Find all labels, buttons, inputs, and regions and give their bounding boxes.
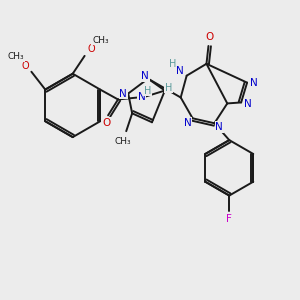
Text: CH₃: CH₃ <box>7 52 24 62</box>
Text: O: O <box>22 61 29 71</box>
Text: H: H <box>165 82 172 93</box>
Text: CH₃: CH₃ <box>92 35 109 44</box>
Text: N: N <box>215 122 223 132</box>
Text: CH₃: CH₃ <box>115 136 132 146</box>
Text: O: O <box>88 44 95 54</box>
Text: F: F <box>226 214 232 224</box>
Text: N: N <box>244 99 252 110</box>
Text: N: N <box>184 118 191 128</box>
Text: O: O <box>205 32 214 42</box>
Text: O: O <box>102 118 110 128</box>
Text: H: H <box>144 85 152 96</box>
Text: N: N <box>250 78 258 88</box>
Text: N: N <box>141 71 149 81</box>
Text: H: H <box>169 59 176 69</box>
Text: N: N <box>176 66 184 76</box>
Text: N: N <box>119 88 127 98</box>
Text: N: N <box>138 92 146 101</box>
